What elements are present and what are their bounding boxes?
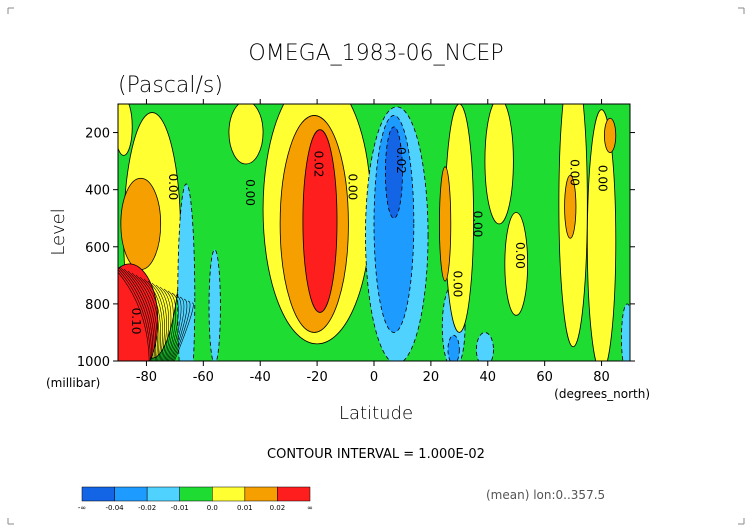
- contour-line: [127, 270, 157, 361]
- contour-line: [172, 300, 191, 361]
- contour-line: [139, 276, 162, 361]
- contour-label: 0.00: [451, 271, 465, 298]
- x-tick-label: -80: [136, 370, 157, 385]
- contour-line: [174, 302, 194, 361]
- contour-region: [120, 177, 162, 271]
- colorbar-swatch: [277, 486, 311, 502]
- x-tick-label: 0: [370, 370, 378, 385]
- contour-label: 0.00: [513, 242, 527, 269]
- contour-region: [118, 104, 133, 156]
- y-tick-label: 1000: [77, 355, 110, 370]
- contour-line: [118, 271, 150, 361]
- chart-subtitle: (Pascal/s): [118, 73, 223, 98]
- x-tick-label: 40: [480, 370, 497, 385]
- contour-label: 0.02: [311, 151, 325, 178]
- colorbar-label: -0.04: [106, 504, 125, 512]
- contour-label: 0.00: [345, 173, 359, 200]
- colorbar-swatch: [114, 486, 148, 502]
- contour-region: [208, 249, 221, 361]
- x-tick-label: 60: [536, 370, 553, 385]
- contour-region: [447, 334, 460, 361]
- footer-text: (mean) lon:0..357.5: [486, 488, 605, 502]
- contour-interval-text: CONTOUR INTERVAL = 1.000E-02: [267, 447, 485, 462]
- contour-region: [586, 109, 617, 361]
- contour-line: [135, 274, 160, 361]
- contour-region: [302, 129, 338, 313]
- contour-line: [170, 296, 185, 361]
- colorbar-label: -∞: [78, 504, 86, 512]
- y-tick-label: 200: [85, 127, 110, 142]
- corner-marks: [7, 7, 745, 525]
- contour-line: [131, 272, 158, 361]
- chart-title: OMEGA_1983-06_NCEP: [248, 41, 503, 66]
- x-tick-label: 80: [593, 370, 610, 385]
- y-tick-label: 800: [85, 298, 110, 313]
- contour-region: [384, 126, 403, 219]
- colorbar-label: 0.0: [207, 504, 218, 512]
- contour-line: [118, 269, 151, 361]
- contour-line: [123, 268, 155, 361]
- contour-label: 0.10: [129, 308, 143, 335]
- colorbar-label: 0.01: [237, 504, 253, 512]
- contour-region: [504, 212, 529, 316]
- x-tick-label: -40: [250, 370, 271, 385]
- colorbar-label: 0.02: [270, 504, 286, 512]
- x-axis-label: Latitude: [339, 403, 413, 424]
- contour-region: [476, 332, 494, 361]
- plot-area: 0.00 0.00 0.02 0.00 -0.02 0.00 0.00 0.00 0.00 0.0…: [118, 104, 630, 361]
- contour-label: 0.00: [166, 173, 180, 200]
- contour-line: [147, 280, 165, 361]
- contour-line: [118, 266, 152, 361]
- contour-label: 0.00: [596, 165, 610, 192]
- contour-line: [166, 290, 177, 361]
- colorbar: -∞ -0.04 -0.02 -0.01 0.0 0.01 0.02 ∞: [78, 486, 313, 512]
- colorbar-label: -0.02: [138, 504, 156, 512]
- contour-region: [228, 104, 264, 165]
- contour-line: [169, 294, 182, 361]
- x-tick-label: -60: [193, 370, 214, 385]
- contour-label: 0.00: [567, 159, 581, 186]
- y-axis-unit: (millibar): [46, 376, 100, 390]
- colorbar-swatch: [179, 486, 213, 502]
- contour-line: [143, 278, 163, 361]
- contour-label: 0.00: [471, 211, 485, 238]
- x-tick-label: -20: [306, 370, 327, 385]
- contour-line: [163, 288, 174, 361]
- contour-region: [621, 303, 630, 361]
- contour-line: [159, 286, 172, 361]
- colorbar-label: -0.01: [171, 504, 189, 512]
- contour-region: [603, 117, 617, 153]
- contour-line: [151, 282, 167, 361]
- dense-contour-lines: [118, 266, 194, 361]
- colorbar-swatch: [244, 486, 278, 502]
- contour-region: [439, 166, 452, 282]
- contour-line: [155, 284, 170, 361]
- contour-line: [119, 266, 154, 361]
- y-axis-label: Level: [48, 208, 69, 256]
- contour-line: [171, 298, 188, 361]
- y-tick-label: 400: [85, 184, 110, 199]
- colorbar-swatch: [81, 486, 115, 502]
- x-axis-unit: (degrees_north): [554, 387, 650, 401]
- contour-region: [373, 115, 415, 333]
- contour-label: -0.02: [394, 143, 408, 174]
- y-tick-label: 600: [85, 241, 110, 256]
- contour-line: [168, 292, 179, 361]
- colorbar-swatch: [212, 486, 246, 502]
- contour-region: [564, 174, 577, 239]
- x-tick-label: 20: [423, 370, 440, 385]
- contour-label: 0.00: [243, 179, 257, 206]
- colorbar-swatch: [146, 486, 180, 502]
- contour-region: [484, 104, 514, 225]
- colorbar-label: ∞: [307, 504, 313, 512]
